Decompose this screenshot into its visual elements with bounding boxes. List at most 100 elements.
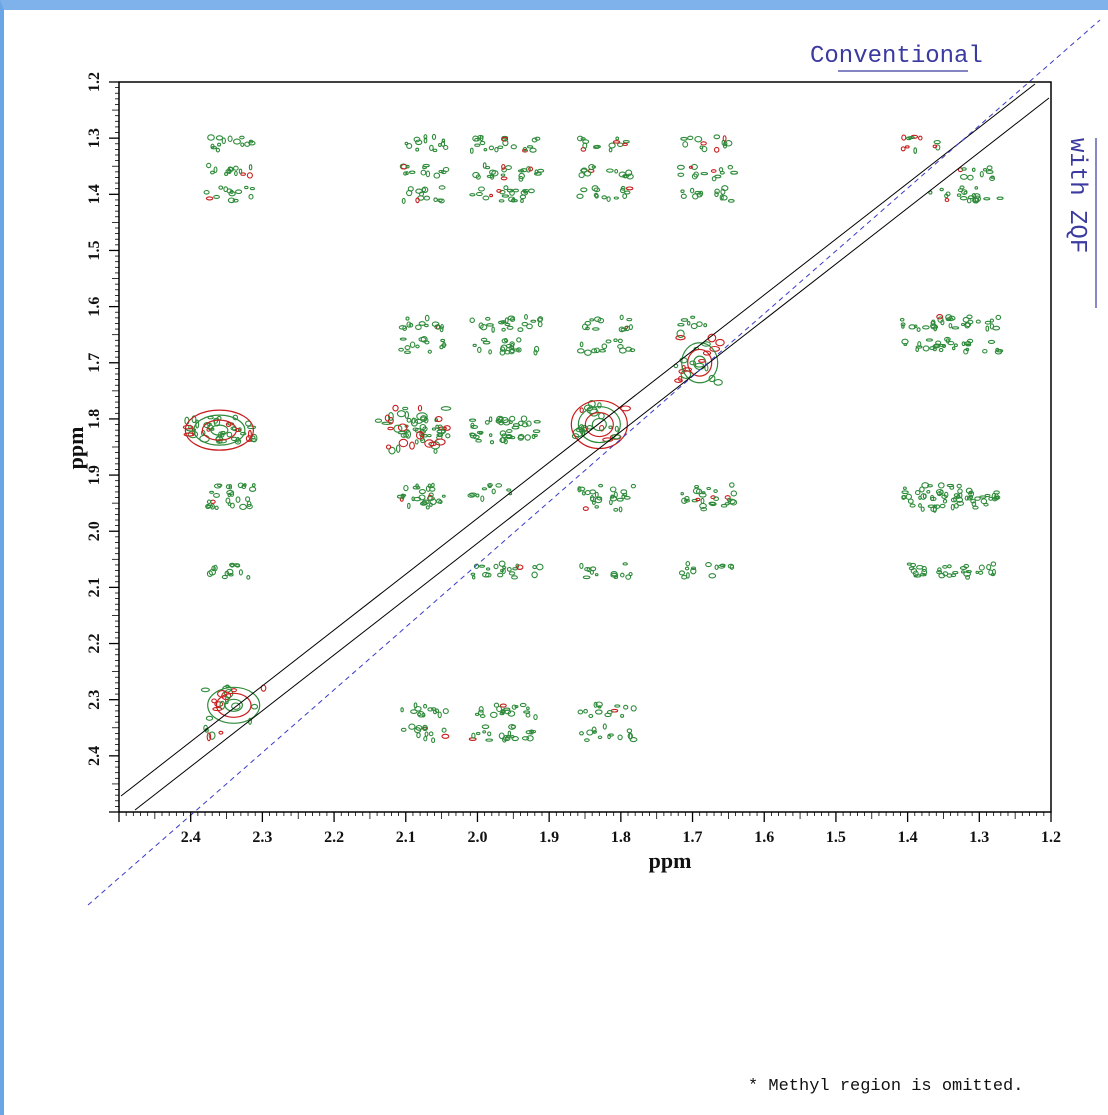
contour-cluster — [899, 316, 944, 332]
x-tick-label: 1.8 — [611, 829, 631, 846]
contour-peak — [248, 164, 253, 171]
contour-peak — [425, 505, 430, 510]
contour-peak — [423, 195, 431, 201]
contour-peak — [576, 135, 584, 142]
contour-peak — [240, 142, 245, 147]
contour-peak — [620, 185, 626, 191]
y-tick-label: 2.1 — [86, 577, 103, 597]
contour-peak — [426, 433, 432, 438]
contour-cluster — [604, 704, 637, 718]
contour-peak — [488, 145, 495, 151]
contour-ring — [201, 419, 237, 441]
contour-peak — [431, 482, 435, 488]
contour-peak — [235, 189, 243, 195]
contour-peak — [437, 711, 442, 719]
contour-peak — [211, 698, 217, 704]
contour-peak — [487, 482, 493, 488]
contour-peak — [585, 326, 590, 331]
contour-peak — [537, 321, 543, 328]
contour-peak — [913, 147, 918, 154]
y-tick-label: 2.3 — [86, 690, 103, 710]
contour-peak — [708, 374, 716, 383]
contour-peak — [607, 733, 611, 740]
contour-peak — [959, 196, 968, 201]
contour-peak — [965, 487, 973, 494]
contour-peak — [718, 167, 724, 173]
contour-peak — [678, 375, 683, 382]
contour-peak — [206, 162, 212, 169]
contour-peak — [500, 173, 506, 177]
contour-peak — [221, 137, 226, 145]
contour-peak — [901, 324, 905, 329]
contour-peak — [230, 491, 235, 497]
contour-peak — [442, 166, 450, 173]
contour-peak — [727, 498, 736, 505]
contour-peak — [577, 709, 584, 715]
contour-peak — [410, 709, 418, 714]
contour-peak — [942, 498, 948, 504]
contour-cluster — [226, 185, 255, 203]
contour-peaks — [182, 133, 1004, 744]
contour-peak — [405, 171, 409, 176]
contour-peak — [496, 705, 503, 713]
x-tick-label: 1.3 — [969, 829, 989, 846]
contour-peak — [619, 314, 624, 321]
contour-peak — [209, 170, 215, 175]
y-tick-label: 1.8 — [86, 409, 103, 429]
contour-peak — [729, 482, 735, 488]
contour-peak — [627, 732, 633, 740]
contour-peak — [385, 444, 392, 450]
contour-cluster — [400, 723, 428, 739]
contour-peak — [239, 503, 247, 511]
contour-peak — [478, 322, 484, 329]
contour-peak — [232, 198, 239, 203]
x-tick-label: 1.6 — [754, 829, 774, 846]
contour-peak — [434, 708, 440, 714]
contour-peak — [510, 724, 517, 729]
contour-cluster — [680, 135, 708, 153]
contour-peak — [414, 439, 419, 445]
contour-peak — [982, 348, 988, 354]
contour-peak — [511, 736, 519, 742]
contour-peak — [912, 570, 919, 577]
contour-peak — [942, 571, 949, 577]
contour-peak — [481, 487, 488, 491]
contour-peak — [606, 710, 613, 715]
contour-peak — [533, 349, 538, 356]
contour-peak — [588, 163, 596, 171]
contour-peak — [698, 358, 706, 363]
contour-peak — [509, 189, 515, 196]
contour-peak — [947, 564, 952, 569]
contour-peak — [618, 347, 627, 354]
contour-peak — [533, 714, 538, 721]
contour-peak — [619, 187, 626, 194]
contour-peak — [928, 190, 933, 195]
contour-peak — [584, 320, 592, 326]
contour-peak — [387, 426, 394, 431]
contour-peak — [397, 430, 406, 435]
contour-peak — [691, 173, 698, 180]
contour-peak — [524, 434, 531, 441]
contour-peak — [229, 562, 236, 568]
contour-peak — [405, 164, 410, 169]
contour-peak — [526, 145, 534, 149]
contour-peak — [440, 406, 452, 411]
contour-cluster — [225, 482, 257, 492]
contour-peak — [217, 483, 223, 488]
contour-cluster — [398, 336, 428, 354]
contour-peak — [501, 416, 509, 424]
contour-peak — [498, 199, 505, 203]
contour-peak — [423, 137, 428, 144]
contour-peak — [233, 563, 240, 567]
contour-peak — [471, 732, 476, 739]
contour-peak — [900, 322, 906, 327]
contour-peak — [416, 732, 421, 739]
contour-peak — [676, 164, 685, 170]
contour-peak — [405, 429, 412, 439]
conventional-text: Conventional — [810, 43, 983, 70]
contour-peak — [972, 505, 979, 510]
contour-peak — [240, 172, 246, 176]
x-tick-label: 1.2 — [1041, 829, 1061, 846]
contour-peak — [626, 317, 633, 322]
contour-peak — [441, 494, 446, 498]
